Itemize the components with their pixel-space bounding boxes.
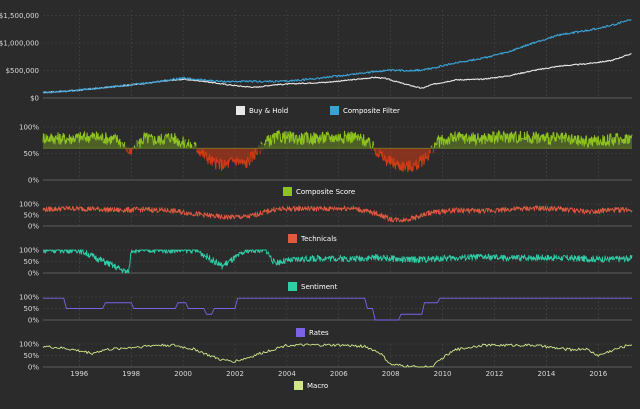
x-tick-label: 1996 — [70, 370, 88, 378]
x-tick-label: 2008 — [382, 370, 400, 378]
panel-sentiment: 0% 50% 100% — [19, 247, 633, 278]
series-line-technicals — [42, 205, 633, 223]
legend-macro[interactable]: Macro — [294, 381, 328, 390]
legend-label-rates: Rates — [309, 329, 329, 337]
y-tick-label-macro: 0% — [28, 364, 39, 372]
series-line-buy-hold — [42, 53, 632, 94]
y-tick-label-sentiment: 50% — [23, 258, 39, 266]
panel-equity: $0 $500,000 $1,000,000 $1,500,000 — [0, 10, 632, 103]
y-tick-label-rates: 100% — [19, 294, 39, 302]
legend-label-buy-hold: Buy & Hold — [249, 107, 288, 115]
series-line-rates — [43, 297, 632, 321]
legend-label-composite-filter: Composite Filter — [343, 107, 400, 115]
x-tick-label: 2004 — [278, 370, 296, 378]
x-tick-label: 2016 — [589, 370, 607, 378]
legend-swatch-sentiment — [288, 282, 297, 291]
y-tick-label-equity: $1,500,000 — [0, 12, 39, 20]
legend-swatch-composite-filter — [330, 106, 339, 115]
legend-label-macro: Macro — [307, 382, 328, 390]
series-line-composite-filter — [42, 19, 632, 94]
x-tick-label: 2010 — [434, 370, 452, 378]
x-tick-label: 2014 — [537, 370, 555, 378]
panel-composite: 0% 50% 100% — [19, 124, 633, 185]
legend-swatch-technicals — [288, 234, 297, 243]
y-tick-label-technicals: 100% — [19, 201, 39, 209]
y-tick-label-technicals: 0% — [28, 223, 39, 231]
series-line-composite-score — [42, 129, 633, 149]
x-tick-label: 1998 — [122, 370, 140, 378]
legend-label-sentiment: Sentiment — [301, 283, 337, 291]
y-tick-label-composite: 0% — [28, 177, 39, 185]
y-tick-label-equity: $1,000,000 — [0, 40, 39, 48]
y-tick-label-composite: 100% — [19, 124, 39, 132]
legend-swatch-rates — [296, 328, 305, 337]
x-tick-label: 2002 — [226, 370, 244, 378]
series-line-sentiment — [43, 249, 633, 274]
series-line-composite-score-below — [126, 147, 435, 173]
x-tick-label: 2006 — [330, 370, 348, 378]
y-tick-label-rates: 50% — [23, 305, 39, 313]
legend-sentiment[interactable]: Sentiment — [288, 282, 337, 291]
series-line-macro — [42, 343, 633, 368]
y-tick-label-technicals: 50% — [23, 212, 39, 220]
panel-technicals: 0% 50% 100% — [19, 201, 633, 231]
y-tick-label-rates: 0% — [28, 317, 39, 325]
y-tick-label-macro: 100% — [19, 341, 39, 349]
legend-technicals[interactable]: Technicals — [288, 234, 337, 243]
panel-rates: 0% 50% 100% — [19, 294, 632, 325]
panel-macro: 0% 50% 100% — [19, 341, 633, 372]
legend-rates[interactable]: Rates — [296, 328, 329, 337]
x-tick-label: 2000 — [174, 370, 192, 378]
legend-swatch-macro — [294, 381, 303, 390]
legend-label-composite-score: Composite Score — [296, 188, 355, 196]
y-tick-label-composite: 50% — [23, 150, 39, 158]
x-tick-label: 2012 — [486, 370, 504, 378]
x-axis: 1996 1998 2000 2002 2004 2006 2008 2010 2012 2014… — [70, 370, 607, 378]
legend-buy-hold[interactable]: Buy & Hold — [236, 106, 288, 115]
legend-swatch-composite-score — [283, 187, 292, 196]
y-tick-label-equity: $500,000 — [6, 67, 39, 75]
legend-composite-score[interactable]: Composite Score — [283, 187, 355, 196]
legend-swatch-buy-hold — [236, 106, 245, 115]
y-tick-label-equity: $0 — [30, 95, 39, 103]
y-tick-label-macro: 50% — [23, 352, 39, 360]
legend-composite-filter[interactable]: Composite Filter — [330, 106, 400, 115]
legend-label-technicals: Technicals — [300, 235, 337, 243]
y-tick-label-sentiment: 100% — [19, 247, 39, 255]
y-tick-label-sentiment: 0% — [28, 270, 39, 278]
